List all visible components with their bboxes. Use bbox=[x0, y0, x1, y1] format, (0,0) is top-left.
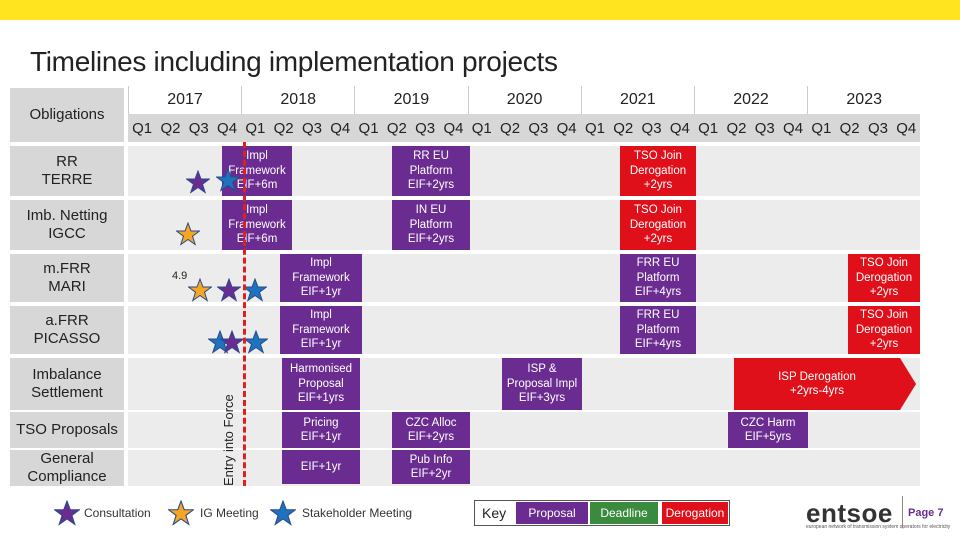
page-title: Timelines including implementation proje… bbox=[30, 46, 558, 77]
tso-pricing-box: Pricing EIF+1yr bbox=[282, 412, 360, 448]
key-label: Key bbox=[482, 505, 507, 521]
quarter-header-2020-q1: Q1 bbox=[471, 120, 492, 137]
stakeholder-star-icon bbox=[216, 168, 240, 192]
entry-into-force-label: Entry into Force bbox=[221, 394, 236, 486]
year-header-2017: 2017 bbox=[128, 86, 241, 114]
consultation-legend-star-icon bbox=[54, 500, 80, 526]
quarter-header-band bbox=[128, 114, 920, 142]
afrr-derogation-box: TSO Join Derogation +2yrs bbox=[848, 306, 920, 354]
in-derogation-box: TSO Join Derogation +2yrs bbox=[620, 200, 696, 250]
quarter-header-2021-q3: Q3 bbox=[641, 120, 662, 137]
key-derogation: Derogation bbox=[662, 502, 728, 524]
year-header-2020: 2020 bbox=[467, 86, 581, 114]
logo-tagline: european network of transmission system … bbox=[806, 524, 951, 530]
year-header-band bbox=[128, 86, 920, 114]
row-label-afrr: a.FRR PICASSO bbox=[10, 306, 124, 354]
stakeholder-star-icon bbox=[243, 278, 267, 302]
quarter-header-2022-q1: Q1 bbox=[698, 120, 719, 137]
year-header-2021: 2021 bbox=[580, 86, 694, 114]
isp-proposal-impl-box: ISP & Proposal Impl EIF+3yrs bbox=[502, 358, 582, 410]
quarter-header-2020-q3: Q3 bbox=[528, 120, 549, 137]
tso-czc-harm-box: CZC Harm EIF+5yrs bbox=[728, 412, 808, 448]
tso-czc-alloc-box: CZC Alloc EIF+2yrs bbox=[392, 412, 470, 448]
legend-consultation: Consultation bbox=[84, 506, 151, 520]
row-label-imb-netting: Imb. Netting IGCC bbox=[10, 200, 124, 250]
consultation-star-icon bbox=[217, 278, 241, 302]
row-label-tso-proposals: TSO Proposals bbox=[10, 412, 124, 448]
isp-harmonised-proposal-box: Harmonised Proposal EIF+1yrs bbox=[282, 358, 360, 410]
quarter-header-2023-q4: Q4 bbox=[896, 120, 917, 137]
quarter-header-2020-q2: Q2 bbox=[500, 120, 521, 137]
isp-derogation-label: ISP Derogation +2yrs-4yrs bbox=[778, 370, 856, 397]
key-deadline: Deadline bbox=[590, 502, 658, 524]
ig-meeting-legend-star-icon bbox=[168, 500, 194, 526]
quarter-header-2017-q2: Q2 bbox=[160, 120, 181, 137]
year-header-2023: 2023 bbox=[807, 86, 920, 114]
rr-eu-platform-box: RR EU Platform EIF+2yrs bbox=[392, 146, 470, 196]
year-header-2018: 2018 bbox=[241, 86, 354, 114]
quarter-header-2018-q1: Q1 bbox=[245, 120, 266, 137]
mfrr-eu-platform-box: FRR EU Platform EIF+4yrs bbox=[620, 254, 696, 302]
row-label-mfrr: m.FRR MARI bbox=[10, 254, 124, 302]
stakeholder-star-icon bbox=[244, 330, 268, 354]
gc-pub-info-box: Pub Info EIF+2yr bbox=[392, 450, 470, 484]
quarter-header-2019-q4: Q4 bbox=[443, 120, 464, 137]
page-number: Page 7 bbox=[908, 507, 944, 519]
isp-derogation-arrow bbox=[734, 358, 916, 410]
quarter-header-2021-q1: Q1 bbox=[584, 120, 605, 137]
mfrr-derogation-box: TSO Join Derogation +2yrs bbox=[848, 254, 920, 302]
in-impl-framework-box: Impl Framework EIF+6m bbox=[222, 200, 292, 250]
quarter-header-2019-q1: Q1 bbox=[358, 120, 379, 137]
quarter-header-2018-q2: Q2 bbox=[273, 120, 294, 137]
quarter-header-2020-q4: Q4 bbox=[556, 120, 577, 137]
afrr-impl-framework-box: Impl Framework EIF+1yr bbox=[280, 306, 362, 354]
afrr-eu-platform-box: FRR EU Platform EIF+4yrs bbox=[620, 306, 696, 354]
quarter-header-2022-q3: Q3 bbox=[754, 120, 775, 137]
quarter-header-2022-q4: Q4 bbox=[783, 120, 804, 137]
ig-meeting-star-icon bbox=[176, 222, 200, 246]
entry-into-force-line bbox=[243, 142, 246, 486]
mfrr-impl-framework-box: Impl Framework EIF+1yr bbox=[280, 254, 362, 302]
quarter-header-2019-q3: Q3 bbox=[415, 120, 436, 137]
logo-divider bbox=[902, 496, 903, 528]
rr-derogation-box: TSO Join Derogation +2yrs bbox=[620, 146, 696, 196]
gc-eif-box: EIF+1yr bbox=[282, 450, 360, 484]
key-proposal: Proposal bbox=[516, 502, 588, 524]
row-bg-gc bbox=[128, 450, 920, 486]
consultation-star-icon bbox=[220, 330, 244, 354]
quarter-header-2017-q4: Q4 bbox=[217, 120, 238, 137]
quarter-header-2017-q3: Q3 bbox=[188, 120, 209, 137]
quarter-header-2023-q1: Q1 bbox=[811, 120, 832, 137]
annotation-4-9: 4.9 bbox=[172, 270, 188, 282]
row-label-rr-terre: RR TERRE bbox=[10, 146, 124, 196]
quarter-header-2021-q2: Q2 bbox=[613, 120, 634, 137]
legend-stakeholder-meeting: Stakeholder Meeting bbox=[302, 506, 413, 520]
row-label-imbalance-settlement: Imbalance Settlement bbox=[10, 358, 124, 410]
quarter-header-2022-q2: Q2 bbox=[726, 120, 747, 137]
quarter-header-2017-q1: Q1 bbox=[132, 120, 153, 137]
quarter-header-2023-q3: Q3 bbox=[867, 120, 888, 137]
quarter-header-2021-q4: Q4 bbox=[669, 120, 690, 137]
quarter-header-2018-q3: Q3 bbox=[301, 120, 322, 137]
quarter-header-2018-q4: Q4 bbox=[330, 120, 351, 137]
entsoe-logo: entsoe bbox=[806, 498, 893, 528]
ig-meeting-star-icon bbox=[188, 278, 212, 302]
stakeholder-legend-star-icon bbox=[270, 500, 296, 526]
quarter-header-2019-q2: Q2 bbox=[386, 120, 407, 137]
quarter-header-2023-q2: Q2 bbox=[839, 120, 860, 137]
in-eu-platform-box: IN EU Platform EIF+2yrs bbox=[392, 200, 470, 250]
top-accent-bar bbox=[0, 0, 960, 20]
year-header-2019: 2019 bbox=[354, 86, 467, 114]
legend-ig-meeting: IG Meeting bbox=[200, 506, 259, 520]
year-header-2022: 2022 bbox=[694, 86, 807, 114]
obligations-header: Obligations bbox=[10, 88, 124, 142]
consultation-star-icon bbox=[186, 170, 210, 194]
row-label-general-compliance: General Compliance bbox=[10, 450, 124, 486]
